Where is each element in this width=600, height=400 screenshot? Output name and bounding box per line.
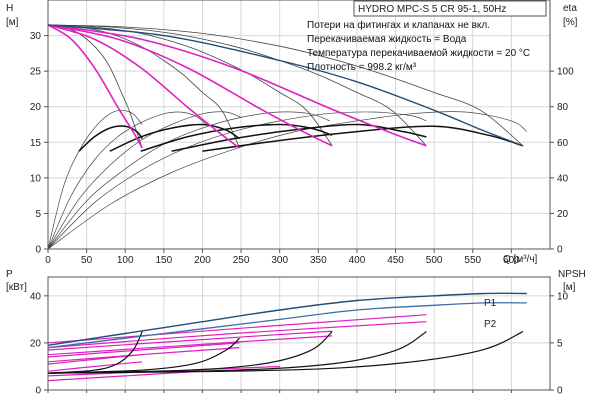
npsh-curve (47, 331, 524, 374)
x-tick-label: 100 (117, 255, 134, 266)
head-curve-magenta (47, 24, 143, 149)
power-curve-magenta (47, 321, 427, 349)
eta-tick-label: 80 (557, 102, 569, 113)
power-curve-magenta (47, 361, 143, 372)
p-axis-label: P (6, 269, 13, 280)
efficiency-curve (78, 125, 143, 152)
top-grid (47, 0, 550, 250)
bottom-ticks: 0 20 40 0 5 10 (30, 291, 569, 396)
x-tick-label: 0 (45, 255, 51, 266)
h-axis-unit: [м] (6, 17, 19, 28)
eta-axis-label: eta (563, 3, 577, 14)
h-tick-label: 10 (30, 173, 42, 184)
power-curve-magenta (47, 330, 333, 351)
x-tick-label: 600 (503, 255, 520, 266)
eta-tick-label: 100 (557, 67, 574, 78)
x-tick-label: 350 (310, 255, 327, 266)
top-curves (47, 24, 528, 250)
npsh-tick-label: 0 (557, 386, 563, 397)
chart-title: HYDRO MPC-S 5 CR 95-1, 50Hz (358, 4, 506, 15)
x-tick-label: 400 (349, 255, 366, 266)
eta-tick-label: 0 (557, 245, 563, 256)
bottom-curves (47, 292, 527, 382)
h-tick-label: 20 (30, 102, 42, 113)
efficiency-curve (109, 123, 240, 152)
eta-tick-label: 20 (557, 209, 569, 220)
h-axis-label: H (6, 3, 13, 14)
power-curve-p1 (47, 292, 527, 346)
efficiency-curve-thin (47, 111, 242, 250)
note-density: Плотность = 998.2 кг/м³ (307, 62, 417, 73)
eta-axis-unit: [%] (563, 17, 578, 28)
head-curve-magenta (47, 24, 240, 149)
h-tick-label: 5 (35, 209, 41, 220)
eta-tick-label: 40 (557, 173, 569, 184)
h-tick-label: 25 (30, 67, 42, 78)
x-tick-label: 200 (194, 255, 211, 266)
npsh-axis-unit: [м] (563, 282, 576, 293)
efficiency-curve-thin (47, 109, 143, 250)
npsh-axis-label: NPSH (558, 269, 586, 280)
title-box (353, 0, 547, 17)
x-tick-label: 450 (387, 255, 404, 266)
x-tick-label: 150 (156, 255, 173, 266)
x-tick-label: 500 (426, 255, 443, 266)
top-frame (47, 0, 551, 250)
head-curve-thin (47, 24, 333, 147)
npsh-curve (47, 331, 143, 374)
power-curve-p2 (47, 302, 527, 349)
legend-p2: P2 (484, 319, 497, 330)
legend-p1: P1 (484, 298, 497, 309)
efficiency-curve-thin (47, 111, 331, 250)
npsh-tick-label: 5 (557, 338, 563, 349)
q-axis-label: Q [м³/ч] (503, 254, 538, 265)
p-axis-unit: [кВт] (6, 282, 27, 293)
head-curve-thin (47, 24, 240, 149)
power-curve-magenta (47, 342, 240, 358)
head-curve-magenta (47, 24, 333, 147)
power-curve-magenta (47, 347, 240, 363)
head-curve-magenta (47, 24, 427, 147)
note-liquid: Перекачиваемая жидкость = Вода (307, 34, 467, 45)
head-curve-thin (47, 24, 524, 147)
efficiency-curve (140, 123, 333, 152)
x-tick-label: 250 (233, 255, 250, 266)
efficiency-curve-thin (47, 111, 427, 250)
h-tick-label: 30 (30, 31, 42, 42)
p-tick-label: 20 (30, 338, 42, 349)
efficiency-curve (202, 125, 524, 152)
efficiency-curve-thin (47, 111, 528, 250)
head-curve-max (47, 24, 524, 147)
h-tick-label: 0 (35, 245, 41, 256)
npsh-tick-label: 10 (557, 291, 569, 302)
efficiency-curve-thin (47, 111, 207, 250)
h-tick-label: 15 (30, 138, 42, 149)
power-curve-magenta (47, 335, 333, 356)
p-tick-label: 40 (30, 291, 42, 302)
x-tick-label: 300 (271, 255, 288, 266)
top-ticks: 0 50 100 150 200 250 300 350 400 450 500 550 6000510… (30, 31, 574, 266)
note-fittings: Потери на фитингах и клапанах не вкл. (307, 19, 490, 31)
note-temperature: Температура перекачиваемой жидкости = 20… (307, 48, 530, 59)
x-tick-label: 50 (81, 255, 93, 266)
power-curve-magenta (47, 314, 427, 344)
bottom-frame (47, 276, 551, 391)
eta-tick-label: 60 (557, 138, 569, 149)
p-tick-label: 0 (35, 386, 41, 397)
x-tick-label: 550 (464, 255, 481, 266)
